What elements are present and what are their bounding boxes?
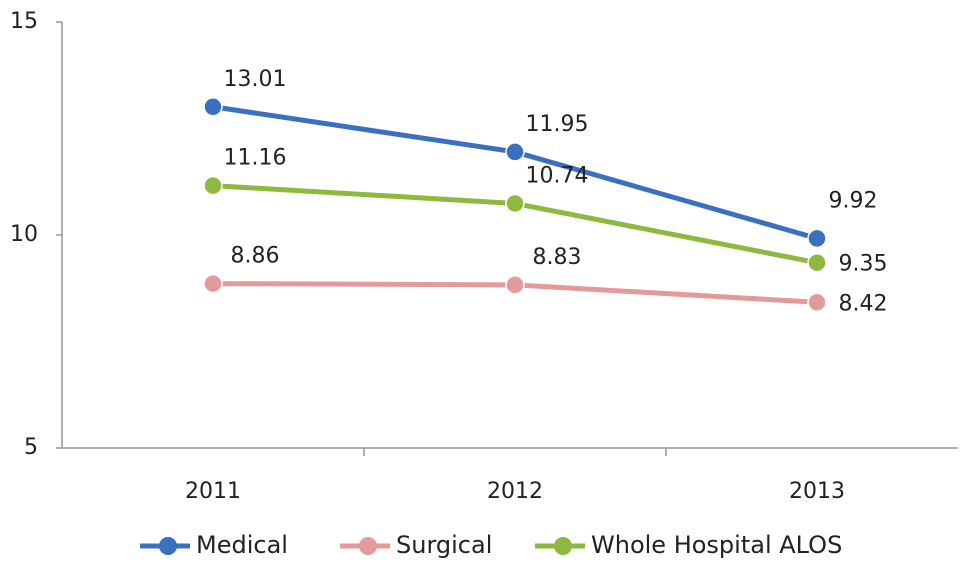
point (505, 142, 525, 162)
legend-marker (554, 537, 572, 555)
y-tick-label: 5 (24, 435, 38, 460)
series-line (212, 104, 818, 241)
point (807, 252, 827, 273)
legend-marker (359, 537, 377, 555)
data-label: 9.35 (839, 252, 888, 277)
x-tick-label: 2012 (487, 479, 543, 504)
data-label: 8.86 (231, 244, 280, 269)
legend-label: Surgical (396, 531, 492, 559)
point (807, 292, 827, 313)
legend-label: Medical (196, 531, 288, 559)
x-tick-label: 2011 (185, 479, 241, 504)
point (807, 228, 827, 249)
x-tick-label: 2013 (789, 479, 845, 504)
point (203, 175, 223, 196)
data-label: 13.01 (224, 67, 287, 92)
point (505, 275, 525, 295)
point (505, 193, 525, 214)
data-label: 10.74 (526, 163, 589, 188)
point (203, 97, 223, 117)
legend-marker (159, 537, 177, 555)
y-tick-label: 15 (10, 9, 38, 34)
data-label: 8.83 (533, 245, 582, 270)
y-tick-label: 10 (10, 222, 38, 247)
data-label: 11.16 (224, 146, 287, 171)
data-label: 11.95 (526, 112, 589, 137)
data-label: 8.42 (839, 291, 888, 316)
data-label: 9.92 (829, 188, 878, 213)
legend-label: Whole Hospital ALOS (591, 531, 842, 559)
point (203, 273, 223, 294)
